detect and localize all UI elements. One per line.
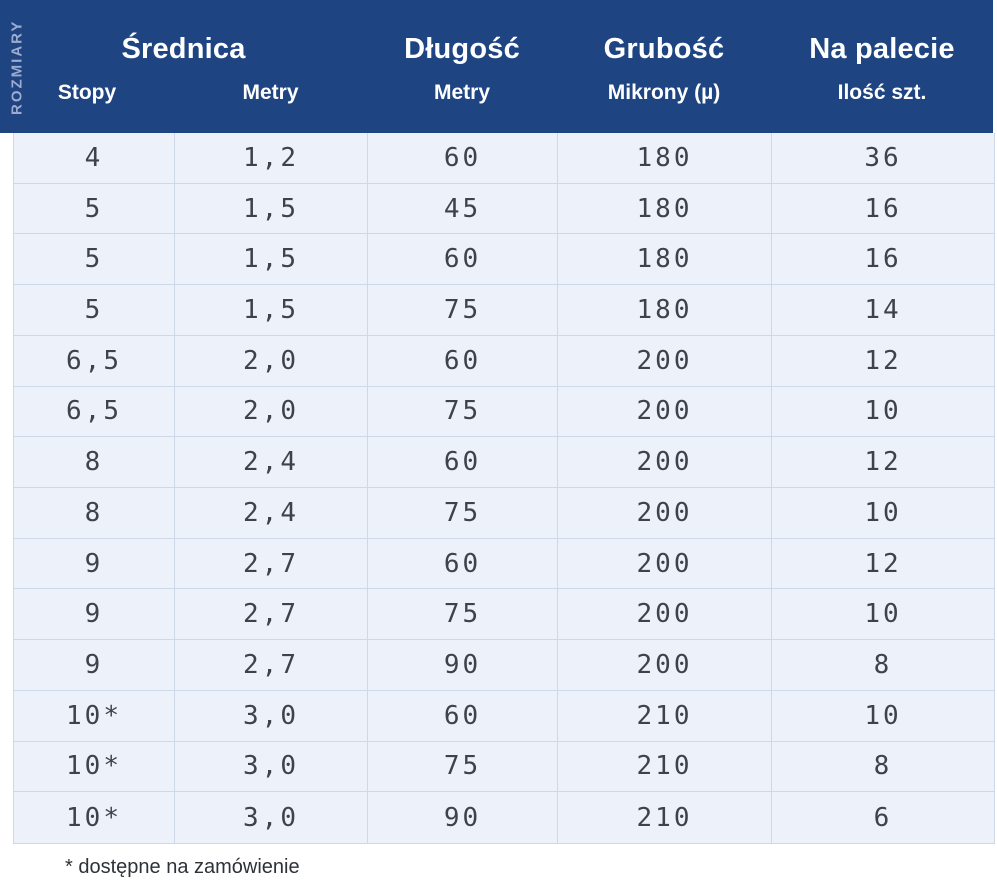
table-cell: 75	[368, 285, 558, 335]
table-cell: 3,0	[175, 690, 368, 741]
table-row: 10* 3,0 60 210 10	[14, 690, 994, 742]
table-cell: 180	[558, 285, 772, 335]
table-cell: 2,7	[175, 589, 368, 640]
table-row: 5 1,5 60 180 16	[14, 234, 994, 286]
table-cell: 5	[14, 234, 175, 285]
table-row: 9 2,7 60 200 12	[14, 538, 994, 590]
table-cell: 200	[558, 386, 772, 437]
col-group-title-dlugosc: Długość	[404, 32, 520, 65]
table-cell: 210	[558, 690, 772, 741]
table-cell: 60	[368, 437, 558, 487]
table-cell: 8	[873, 649, 893, 680]
table-row: 8 2,4 75 200 10	[14, 488, 994, 539]
col-subtitle-stopy: Stopy	[57, 80, 117, 104]
table-cell: 10	[864, 497, 902, 528]
table-cell: 210	[558, 741, 772, 792]
table-cell: 180	[558, 183, 772, 234]
table-row: 6,5 2,0 60 200 12	[14, 335, 994, 387]
table-cell: 75	[368, 741, 558, 792]
table-cell: 10*	[14, 792, 175, 843]
table-cell: 75	[368, 589, 558, 640]
table-cell: 60	[368, 690, 558, 741]
table-header: ROZMIARY Średnica Długość Grubość Na pal…	[0, 0, 993, 133]
table-cell: 10	[864, 396, 902, 427]
table-cell: 9	[14, 640, 175, 690]
table-row: 10* 3,0 90 210 6	[14, 792, 994, 843]
col-group-title-grubosc: Grubość	[603, 32, 725, 65]
table-cell: 5	[14, 285, 175, 335]
table-cell: 3,0	[175, 741, 368, 792]
table-cell: 8	[14, 488, 175, 538]
table-cell: 12	[864, 447, 902, 478]
table-cell: 200	[558, 538, 772, 589]
table-cell: 5	[14, 183, 175, 234]
table-cell: 8	[873, 751, 893, 782]
table-cell: 16	[864, 244, 902, 275]
table-cell: 36	[864, 142, 902, 173]
table-row: 5 1,5 45 180 16	[14, 183, 994, 235]
table-cell: 6	[873, 802, 893, 833]
table-cell: 10	[864, 599, 902, 630]
table-cell: 60	[368, 335, 558, 386]
side-label-rozmiary: ROZMIARY	[8, 19, 26, 115]
table-cell: 2,7	[175, 538, 368, 589]
table-cell: 60	[368, 234, 558, 285]
table-cell: 90	[368, 640, 558, 690]
table-row: 4 1,2 60 180 36	[14, 133, 994, 184]
table-cell: 1,5	[175, 183, 368, 234]
table-cell: 180	[558, 234, 772, 285]
table-cell: 3,0	[175, 792, 368, 843]
table-cell: 60	[368, 133, 558, 183]
table-cell: 10	[864, 700, 902, 731]
table-cell: 200	[558, 640, 772, 690]
table-row: 9 2,7 90 200 8	[14, 640, 994, 691]
table-cell: 14	[864, 294, 902, 325]
table-cell: 1,5	[175, 285, 368, 335]
table-cell: 210	[558, 792, 772, 843]
table-cell: 12	[864, 345, 902, 376]
col-subtitle-mikrony: Mikrony (µ)	[607, 80, 721, 104]
table-cell: 6,5	[14, 335, 175, 386]
col-subtitle-metry-srednica: Metry	[242, 80, 299, 104]
header-grid: Średnica Długość Grubość Na palecie Stop…	[0, 0, 993, 112]
table-cell: 200	[558, 437, 772, 487]
table-cell: 60	[368, 538, 558, 589]
table-row: 10* 3,0 75 210 8	[14, 741, 994, 793]
table-cell: 10*	[14, 690, 175, 741]
table-cell: 10*	[14, 741, 175, 792]
table-cell: 9	[14, 538, 175, 589]
table-cell: 200	[558, 488, 772, 538]
table-cell: 6,5	[14, 386, 175, 437]
table-cell: 45	[368, 183, 558, 234]
table-cell: 180	[558, 133, 772, 183]
table-cell: 16	[864, 193, 902, 224]
table-cell: 75	[368, 488, 558, 538]
table-cell: 9	[14, 589, 175, 640]
table-cell: 2,0	[175, 386, 368, 437]
table-cell: 12	[864, 548, 902, 579]
col-subtitle-ilosc-szt: Ilość szt.	[837, 80, 927, 104]
table-cell: 2,0	[175, 335, 368, 386]
table-cell: 8	[14, 437, 175, 487]
table-cell: 1,2	[175, 133, 368, 183]
table-row: 5 1,5 75 180 14	[14, 285, 994, 336]
table-cell: 90	[368, 792, 558, 843]
table-row: 9 2,7 75 200 10	[14, 589, 994, 641]
col-group-title-na-palecie: Na palecie	[809, 32, 955, 65]
table-cell: 1,5	[175, 234, 368, 285]
table-cell: 75	[368, 386, 558, 437]
table-cell: 2,4	[175, 488, 368, 538]
table-cell: 200	[558, 589, 772, 640]
table-row: 6,5 2,0 75 200 10	[14, 386, 994, 438]
table-row: 8 2,4 60 200 12	[14, 437, 994, 488]
table-cell: 200	[558, 335, 772, 386]
table-cell: 2,7	[175, 640, 368, 690]
footnote: * dostępne na zamówienie	[65, 856, 300, 878]
table-cell: 2,4	[175, 437, 368, 487]
table-body: 4 1,2 60 180 36 5 1,5 45 180 16 5 1,5 60 180 16 5 1,5 75 1…	[13, 133, 995, 844]
table-cell: 4	[14, 133, 175, 183]
col-subtitle-metry-dlugosc: Metry	[433, 80, 491, 104]
col-group-title-srednica: Średnica	[121, 32, 246, 65]
